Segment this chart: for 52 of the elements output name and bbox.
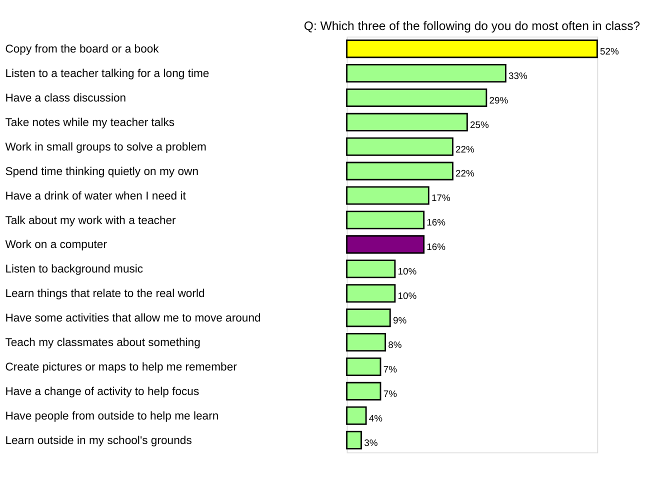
y-tick-label: Have people from outside to help me learn bbox=[5, 410, 219, 422]
data-label: 22% bbox=[456, 144, 476, 156]
bar bbox=[346, 333, 386, 352]
y-tick-label: Learn outside in my school's grounds bbox=[5, 434, 192, 447]
data-label: 25% bbox=[470, 120, 490, 131]
data-label: 29% bbox=[489, 95, 509, 106]
data-label: 9% bbox=[392, 315, 408, 326]
bar bbox=[346, 430, 362, 450]
y-tick-label: Teach my classmates about something bbox=[5, 337, 200, 350]
y-tick-label: Spend time thinking quietly on my own bbox=[5, 166, 199, 178]
bar bbox=[346, 308, 391, 328]
chart-title: Q: Which three of the following do you do most often in class? bbox=[304, 18, 640, 33]
bar bbox=[346, 137, 454, 156]
data-label: 7% bbox=[383, 388, 398, 400]
y-tick-label: Work on a computer bbox=[5, 239, 108, 252]
data-label: 3% bbox=[364, 438, 378, 449]
bar bbox=[346, 64, 506, 83]
data-label: 16% bbox=[426, 218, 446, 229]
bar bbox=[346, 260, 396, 278]
data-label: 33% bbox=[508, 70, 528, 82]
y-tick-label: Listen to a teacher talking for a long time bbox=[5, 68, 210, 80]
data-label: 17% bbox=[431, 193, 451, 204]
bar bbox=[346, 382, 382, 400]
bar bbox=[346, 186, 430, 205]
bar bbox=[346, 88, 488, 107]
data-label: 10% bbox=[398, 291, 418, 302]
data-label: 8% bbox=[388, 340, 402, 351]
bar bbox=[346, 235, 425, 254]
bar bbox=[346, 357, 382, 376]
bar bbox=[346, 112, 468, 132]
y-tick-label: Take notes while my teacher talks bbox=[5, 116, 175, 129]
y-tick-label: Have a change of activity to help focus bbox=[5, 386, 200, 398]
y-tick-label: Have a drink of water when I need it bbox=[5, 190, 187, 202]
bar bbox=[346, 284, 396, 303]
y-tick-label: Create pictures or maps to help me remember bbox=[5, 362, 238, 374]
data-label: 52% bbox=[600, 46, 620, 58]
data-label: 22% bbox=[456, 168, 476, 180]
data-label: 16% bbox=[426, 242, 446, 254]
data-label: 4% bbox=[368, 413, 384, 424]
y-tick-label: Copy from the board or a book bbox=[5, 44, 160, 56]
y-tick-label: Learn things that relate to the real world bbox=[5, 288, 205, 300]
y-tick-label: Talk about my work with a teacher bbox=[5, 214, 176, 227]
bar bbox=[346, 210, 425, 230]
bar bbox=[346, 162, 454, 180]
data-label: 7% bbox=[383, 364, 398, 376]
y-tick-label: Have some activities that allow me to move around bbox=[5, 312, 261, 325]
y-tick-label: Listen to background music bbox=[5, 264, 144, 276]
y-tick-label: Have a class discussion bbox=[5, 92, 126, 104]
bar bbox=[346, 406, 367, 425]
bar bbox=[346, 40, 598, 58]
data-label: 10% bbox=[398, 266, 418, 278]
y-tick-label: Work in small groups to solve a problem bbox=[5, 141, 206, 154]
